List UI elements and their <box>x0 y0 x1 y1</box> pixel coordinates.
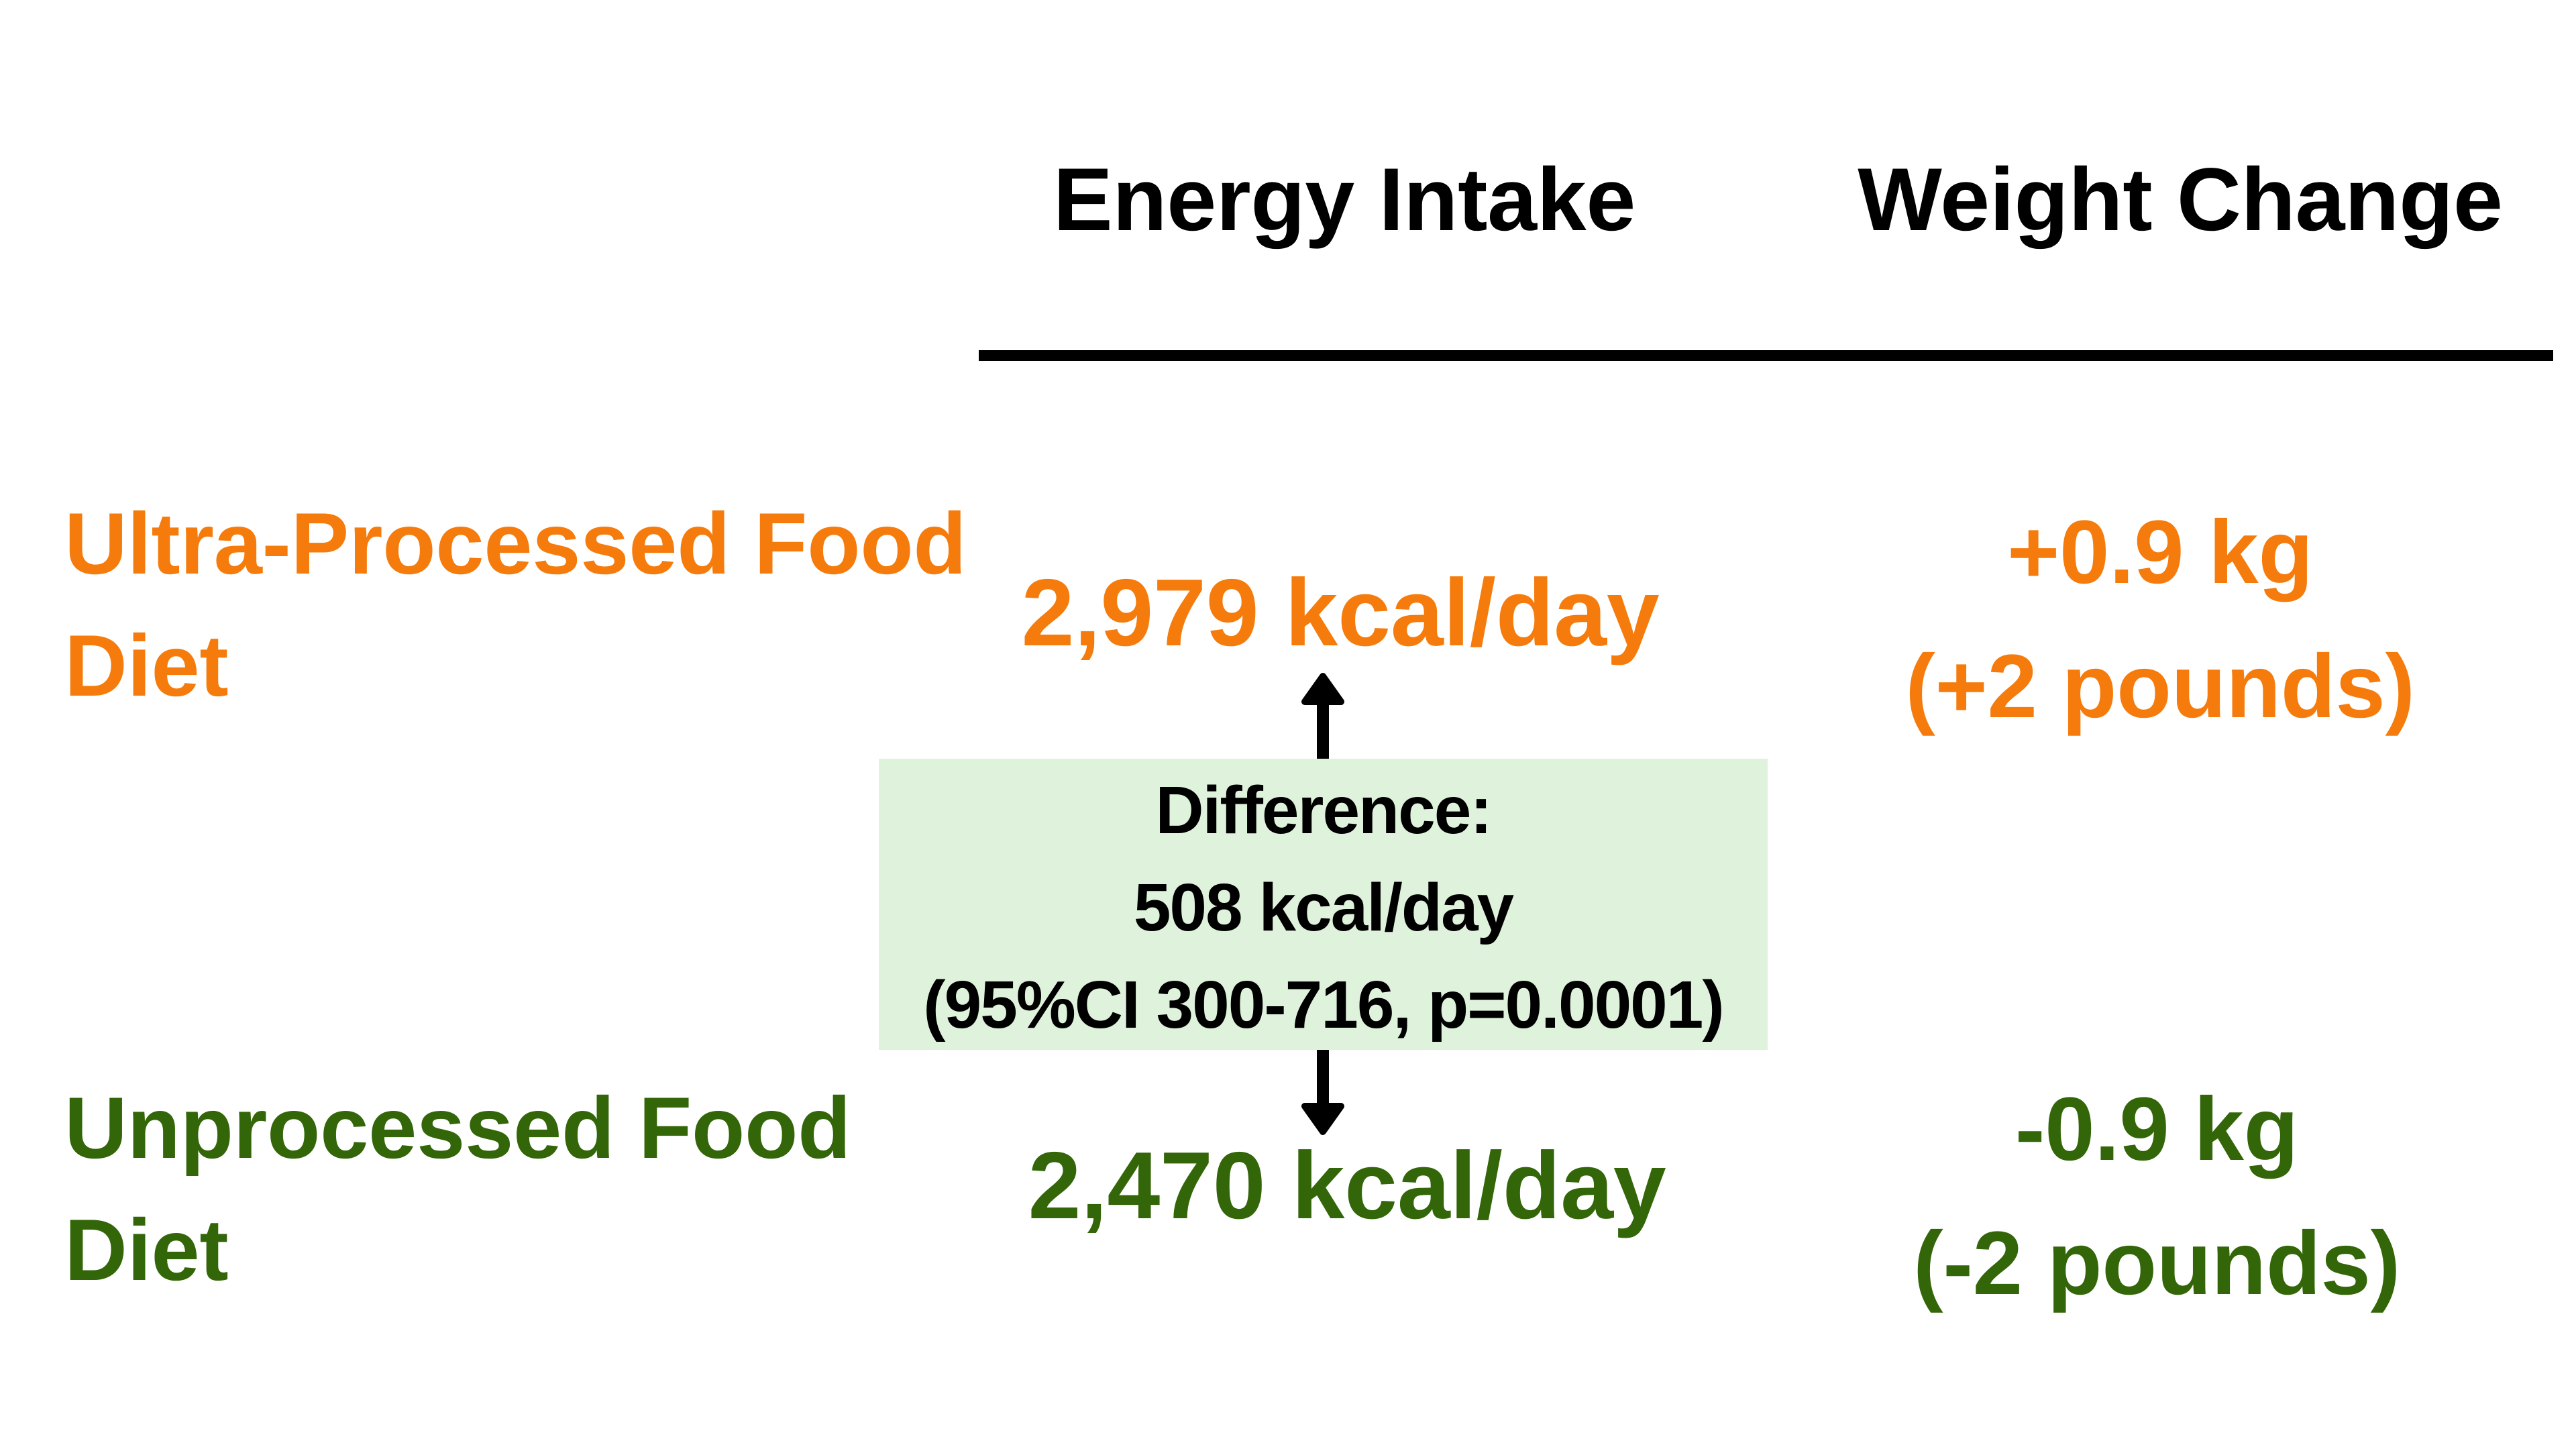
weight-change-line2: (+2 pounds) <box>1905 637 2415 737</box>
weight-change-value-unprocessed: -0.9 kg (-2 pounds) <box>1913 1063 2400 1331</box>
weight-change-line2: (-2 pounds) <box>1913 1214 2400 1313</box>
column-header-energy-intake: Energy Intake <box>1053 150 1636 250</box>
diet-label-line2: Diet <box>64 1201 229 1299</box>
weight-change-line1: -0.9 kg <box>2015 1079 2299 1179</box>
energy-intake-value-unprocessed: 2,470 kcal/day <box>1028 1132 1666 1239</box>
difference-box: Difference: 508 kcal/day (95%CI 300-716,… <box>879 759 1768 1050</box>
weight-change-line1: +0.9 kg <box>2007 502 2313 602</box>
diet-label-ultra-processed: Ultra-Processed Food Diet <box>64 482 967 727</box>
difference-box-title: Difference: <box>1155 773 1492 848</box>
arrow-up-icon <box>1301 673 1344 759</box>
diet-label-line2: Diet <box>64 616 229 714</box>
diet-label-line1: Ultra-Processed Food <box>64 494 967 592</box>
weight-change-value-ultra-processed: +0.9 kg (+2 pounds) <box>1905 486 2415 754</box>
column-header-weight-change: Weight Change <box>1858 150 2503 250</box>
diet-label-line1: Unprocessed Food <box>64 1079 851 1177</box>
header-divider-line <box>979 350 2553 361</box>
diet-label-unprocessed: Unprocessed Food Diet <box>64 1067 851 1311</box>
difference-box-ci: (95%CI 300-716, p=0.0001) <box>923 967 1724 1042</box>
arrow-down-icon <box>1301 1050 1344 1135</box>
energy-intake-value-ultra-processed: 2,979 kcal/day <box>1021 559 1660 666</box>
difference-box-value: 508 kcal/day <box>1133 870 1514 945</box>
